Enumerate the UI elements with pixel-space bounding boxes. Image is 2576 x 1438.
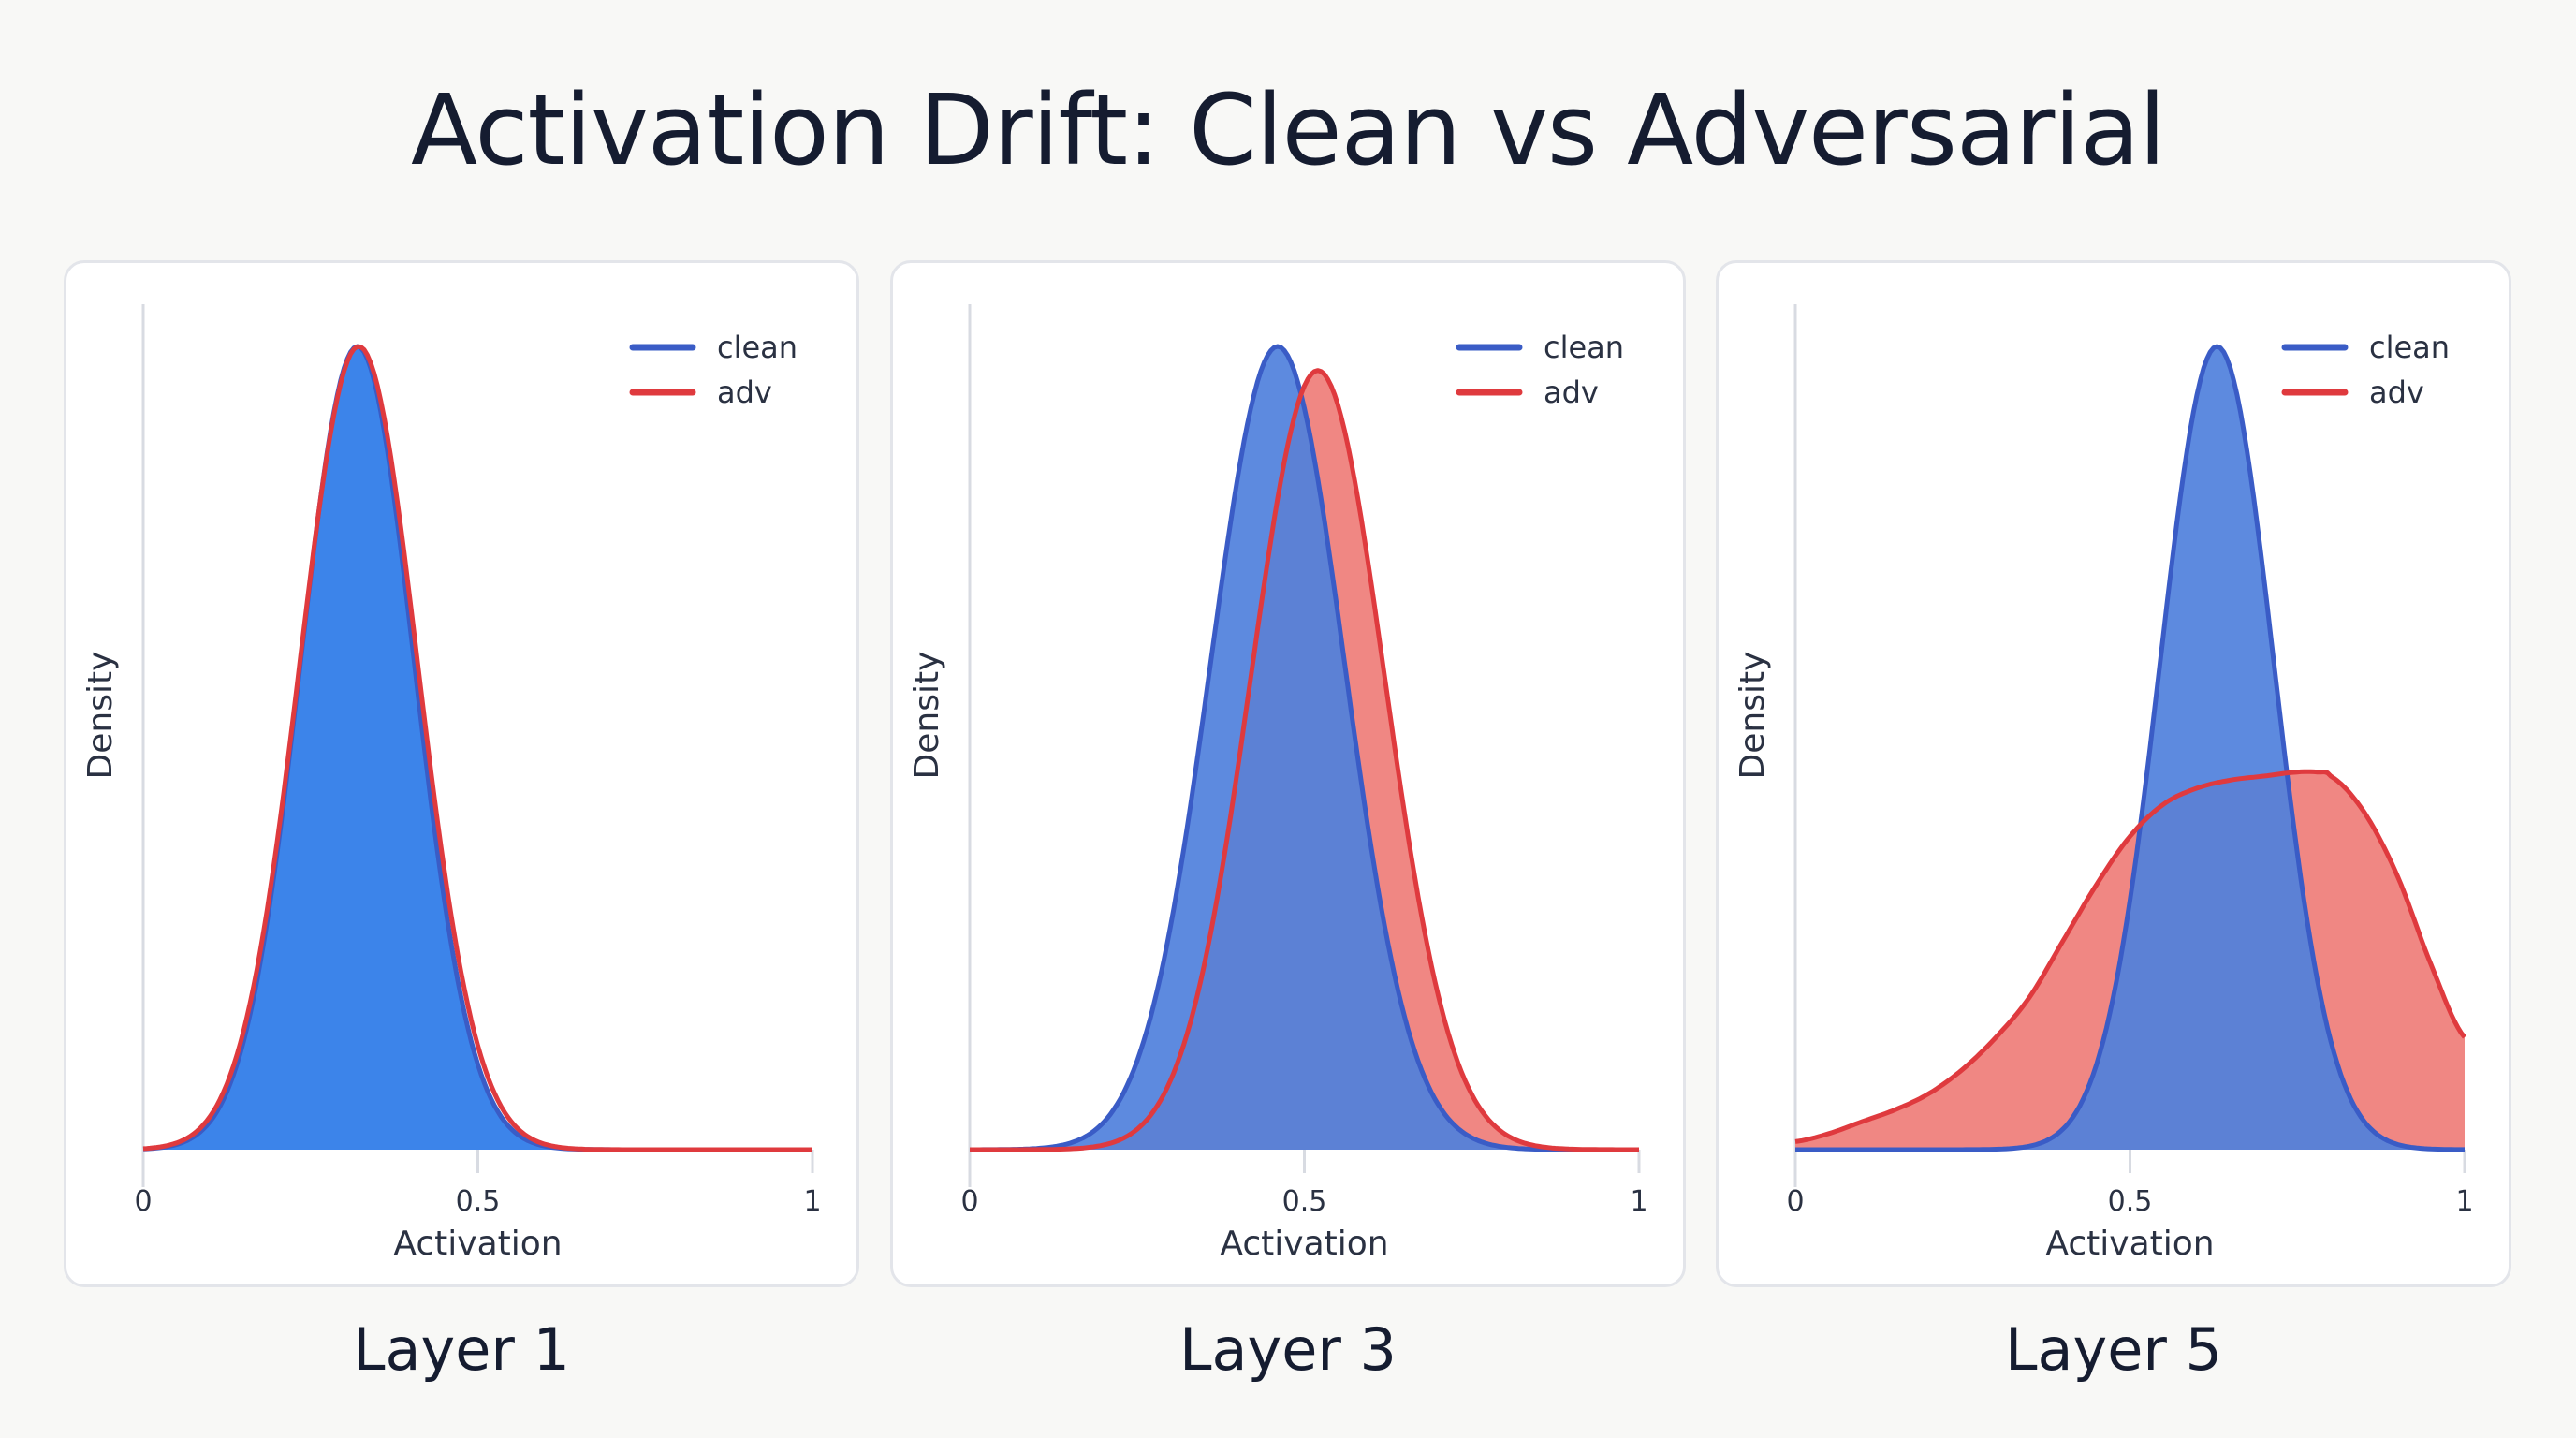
panel-layer-5: 0 0.5 1 Activation Density clean adv [1716,260,2511,1287]
legend-adv-label: adv [717,374,772,410]
chart-title: Activation Drift: Clean vs Adversarial [411,73,2166,187]
y-axis-label: Density [1734,652,1772,780]
legend: clean adv [2281,330,2450,410]
legend-clean-label: clean [717,330,798,365]
clean-density-line [970,344,1639,1152]
x-axis-label: Activation [2045,1225,2214,1263]
density-plot: 0 0.5 1 Activation Density clean adv [908,304,1648,1263]
panel-layer-3: 0 0.5 1 Activation Density clean adv [890,260,1686,1287]
y-axis-label: Density [908,652,946,780]
layer-3-label: Layer 3 [1178,1315,1397,1384]
x-tick-label: 0 [960,1185,978,1218]
clean-density-area [1795,346,2465,1150]
x-tick-label: 0.5 [2108,1185,2153,1218]
x-tick-label: 0.5 [1282,1185,1327,1218]
x-tick-label: 0.5 [456,1185,501,1218]
x-tick-label: 0 [134,1185,152,1218]
x-axis-label: Activation [393,1225,562,1263]
x-tick-label: 1 [1630,1185,1647,1218]
legend-adv-label: adv [2369,374,2424,410]
layer-5-label: Layer 5 [2004,1315,2222,1384]
legend-clean-label: clean [2369,330,2450,365]
adv-density-line [142,344,812,1152]
density-plot: 0 0.5 1 Activation Density clean adv [81,304,822,1263]
legend-adv-label: adv [1544,374,1599,410]
x-axis-label: Activation [1220,1225,1388,1263]
clean-density-line [1795,344,2465,1152]
y-axis-label: Density [81,652,120,780]
x-tick-label: 1 [2455,1185,2473,1218]
density-plot: 0 0.5 1 Activation Density clean adv [1734,304,2474,1263]
x-tick-label: 1 [803,1185,821,1218]
legend-clean-label: clean [1544,330,1624,365]
clean-density-area [970,346,1639,1150]
layer-1-label: Layer 1 [352,1315,570,1384]
panel-layer-1: 0 0.5 1 Activation Density clean adv [64,260,859,1287]
clean-density-area [143,346,812,1150]
legend: clean adv [629,330,798,410]
legend: clean adv [1456,330,1624,410]
adv-density-line [1794,769,2466,1144]
adv-density-line [970,368,1639,1152]
x-tick-label: 0 [1786,1185,1804,1218]
